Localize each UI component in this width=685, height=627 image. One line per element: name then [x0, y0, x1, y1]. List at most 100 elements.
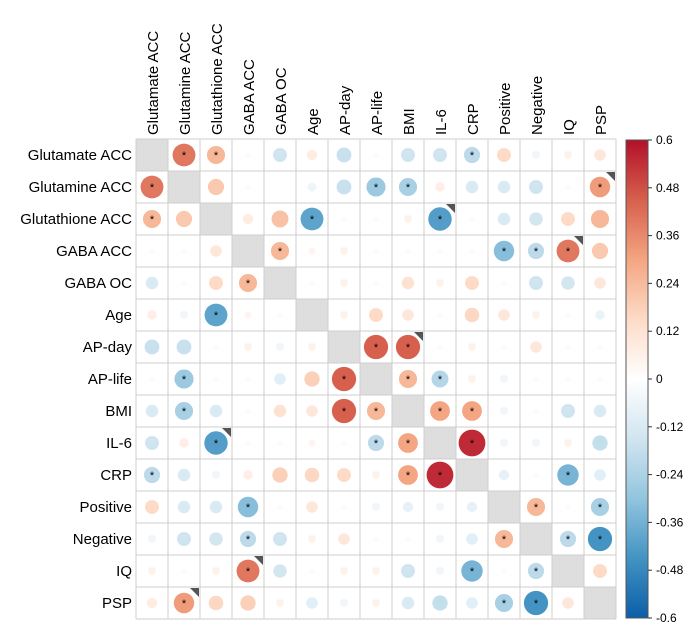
corr-circle-13-3 — [236, 559, 260, 583]
diagonal-cell — [584, 587, 616, 619]
significance-star: * — [406, 182, 411, 194]
corr-circle-11-9 — [435, 502, 445, 512]
significance-star: * — [438, 470, 443, 482]
column-label: Age — [305, 108, 322, 135]
color-scale-tick-label: -0.48 — [656, 563, 684, 577]
corr-circle-13-12 — [527, 562, 545, 580]
color-scale-tick-label: -0.24 — [656, 468, 684, 482]
diagonal-cell — [168, 171, 200, 203]
corr-circle-2-0 — [142, 209, 162, 229]
significance-star: * — [470, 566, 475, 578]
diagonal-cell — [488, 491, 520, 523]
corr-circle-6-8 — [395, 334, 421, 360]
significance-star: * — [182, 374, 187, 386]
significance-star: * — [182, 406, 187, 418]
column-label: Glutathione ACC — [209, 23, 226, 135]
corr-circle-4-0 — [145, 276, 159, 290]
row-label: GABA ACC — [56, 243, 132, 260]
corr-circle-5-3 — [244, 311, 252, 319]
color-scale-tick-label: 0.6 — [656, 133, 673, 147]
corr-circle-12-0 — [147, 534, 157, 544]
corr-circle-1-5 — [307, 182, 317, 192]
corr-circle-12-13 — [559, 530, 577, 548]
row-label: GABA OC — [64, 275, 132, 292]
corr-circle-0-6 — [336, 147, 352, 163]
corr-circle-10-11 — [498, 469, 510, 481]
corr-circle-8-10 — [462, 401, 482, 421]
corr-circle-5-14 — [595, 310, 605, 320]
column-label: Negative — [529, 76, 546, 135]
corr-circle-13-4 — [273, 564, 287, 578]
corr-circle-3-8 — [405, 248, 411, 254]
corr-circle-1-3 — [245, 184, 251, 190]
corr-circle-12-8 — [405, 536, 411, 542]
significance-star: * — [438, 406, 443, 418]
corr-circle-12-11 — [494, 529, 514, 549]
corr-circle-7-14 — [597, 376, 603, 382]
row-label: IQ — [116, 563, 132, 580]
corr-circle-9-5 — [308, 439, 316, 447]
significance-star: * — [502, 598, 507, 610]
row-label: AP-day — [83, 339, 133, 356]
corr-circle-6-5 — [307, 342, 317, 352]
diagonal-cell — [232, 235, 264, 267]
corr-circle-2-10 — [469, 216, 475, 222]
corr-circle-5-4 — [277, 312, 283, 318]
significance-star: * — [182, 598, 187, 610]
corr-circle-9-1 — [179, 438, 189, 448]
corr-circle-10-0 — [143, 466, 161, 484]
corr-circle-10-5 — [304, 467, 320, 483]
column-label: CRP — [465, 103, 482, 135]
diagonal-cell — [136, 139, 168, 171]
corr-circle-11-1 — [177, 500, 191, 514]
corr-circle-10-7 — [371, 470, 381, 480]
corr-circle-12-7 — [373, 536, 379, 542]
significance-star: * — [470, 406, 475, 418]
corr-circle-5-7 — [369, 308, 383, 322]
corr-circle-14-7 — [371, 598, 381, 608]
corr-circle-1-11 — [497, 180, 511, 194]
corr-circle-2-7 — [373, 216, 379, 222]
corr-circle-8-0 — [145, 404, 159, 418]
corr-circle-0-1 — [172, 143, 196, 167]
corr-circle-1-12 — [529, 180, 543, 194]
corr-circle-7-12 — [533, 376, 539, 382]
column-labels: Glutamate ACC Glutamine ACC Glutathione AC… — [145, 23, 610, 135]
corr-circle-7-11 — [499, 374, 509, 384]
corr-circle-14-4 — [275, 598, 285, 608]
corr-circle-4-3 — [238, 273, 258, 293]
corr-circle-11-10 — [466, 501, 478, 513]
corr-circle-13-1 — [181, 568, 187, 574]
significance-star: * — [214, 150, 219, 162]
significance-star: * — [566, 246, 571, 258]
corr-circle-12-4 — [273, 532, 287, 546]
corr-circle-3-1 — [181, 248, 187, 254]
corr-circle-3-13 — [556, 239, 580, 263]
column-label: IQ — [561, 119, 578, 135]
corr-circle-3-10 — [469, 248, 475, 254]
column-label: BMI — [401, 108, 418, 135]
corr-circle-8-9 — [430, 401, 450, 421]
corr-circle-12-1 — [177, 532, 191, 546]
significance-star: * — [502, 246, 507, 258]
corr-circle-1-14 — [589, 176, 611, 198]
corr-circle-7-4 — [274, 373, 286, 385]
significance-star: * — [534, 502, 539, 514]
corr-circle-0-4 — [273, 148, 287, 162]
row-label: PSP — [102, 595, 132, 612]
significance-star: * — [406, 470, 411, 482]
corr-circle-4-1 — [181, 280, 187, 286]
row-label: AP-life — [88, 371, 132, 388]
significance-star: * — [342, 374, 347, 386]
corr-circle-10-14 — [594, 469, 606, 481]
corr-circle-5-12 — [531, 310, 541, 320]
corr-circle-14-1 — [173, 592, 195, 614]
significance-star: * — [406, 438, 411, 450]
color-scale-tick-label: 0.12 — [656, 324, 680, 338]
corr-circle-1-0 — [140, 175, 164, 199]
significance-star: * — [214, 310, 219, 322]
corr-circle-12-3 — [239, 530, 257, 548]
corr-circle-2-13 — [561, 212, 575, 226]
corr-circle-7-9 — [431, 370, 449, 388]
row-label: Age — [105, 307, 132, 324]
